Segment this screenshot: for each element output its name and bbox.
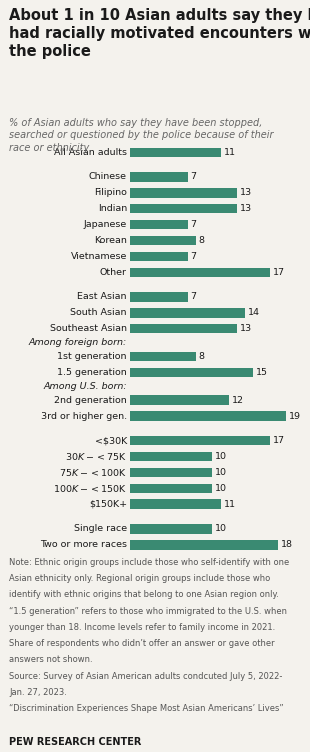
Text: 1st generation: 1st generation <box>57 352 127 361</box>
Text: 13: 13 <box>240 188 252 197</box>
Bar <box>130 411 286 421</box>
Text: “Discrimination Experiences Shape Most Asian Americans’ Lives”: “Discrimination Experiences Shape Most A… <box>9 704 284 713</box>
Text: % of Asian adults who say they have been stopped,
searched or questioned by the : % of Asian adults who say they have been… <box>9 118 274 153</box>
Bar <box>130 352 196 361</box>
Text: East Asian: East Asian <box>78 293 127 302</box>
Text: $150K+: $150K+ <box>89 500 127 509</box>
Bar <box>130 484 212 493</box>
Bar <box>130 147 221 157</box>
Text: 7: 7 <box>191 252 197 261</box>
Bar <box>130 368 254 378</box>
Text: Two or more races: Two or more races <box>40 540 127 549</box>
Text: Chinese: Chinese <box>89 172 127 181</box>
Text: Other: Other <box>100 268 127 277</box>
Bar <box>130 524 212 534</box>
Text: 13: 13 <box>240 205 252 214</box>
Text: 7: 7 <box>191 293 197 302</box>
Text: Asian ethnicity only. Regional origin groups include those who: Asian ethnicity only. Regional origin gr… <box>9 575 271 584</box>
Text: 12: 12 <box>232 396 244 405</box>
Text: About 1 in 10 Asian adults say they have
had racially motivated encounters with
: About 1 in 10 Asian adults say they have… <box>9 8 310 59</box>
Bar <box>130 292 188 302</box>
Bar <box>130 220 188 229</box>
Text: 18: 18 <box>281 540 293 549</box>
Text: 8: 8 <box>199 236 205 245</box>
Text: 3rd or higher gen.: 3rd or higher gen. <box>41 411 127 420</box>
Text: 10: 10 <box>215 452 227 461</box>
Bar <box>130 252 188 261</box>
Text: 19: 19 <box>289 411 301 420</box>
Bar <box>130 235 196 245</box>
Text: PEW RESEARCH CENTER: PEW RESEARCH CENTER <box>9 737 142 747</box>
Text: $100K-<$150K: $100K-<$150K <box>53 483 127 494</box>
Text: $30K-<$75K: $30K-<$75K <box>65 451 127 462</box>
Text: 15: 15 <box>256 368 268 377</box>
Text: 8: 8 <box>199 352 205 361</box>
Text: “1.5 generation” refers to those who immigrated to the U.S. when: “1.5 generation” refers to those who imm… <box>9 607 287 616</box>
Bar <box>130 436 270 445</box>
Bar <box>130 324 237 333</box>
Text: younger than 18. Income levels refer to family income in 2021.: younger than 18. Income levels refer to … <box>9 623 276 632</box>
Text: Among U.S. born:: Among U.S. born: <box>43 382 127 391</box>
Text: Single race: Single race <box>74 524 127 533</box>
Text: Jan. 27, 2023.: Jan. 27, 2023. <box>9 688 67 697</box>
Text: Indian: Indian <box>98 205 127 214</box>
Text: Filipino: Filipino <box>94 188 127 197</box>
Bar <box>130 188 237 198</box>
Bar <box>130 468 212 478</box>
Text: Korean: Korean <box>94 236 127 245</box>
Bar <box>130 499 221 509</box>
Bar <box>130 268 270 277</box>
Text: 10: 10 <box>215 524 227 533</box>
Text: Japanese: Japanese <box>84 220 127 229</box>
Text: 11: 11 <box>224 148 235 157</box>
Bar <box>130 540 278 550</box>
Text: Share of respondents who didn’t offer an answer or gave other: Share of respondents who didn’t offer an… <box>9 639 275 648</box>
Text: 7: 7 <box>191 172 197 181</box>
Text: answers not shown.: answers not shown. <box>9 656 93 665</box>
Text: 11: 11 <box>224 500 235 509</box>
Text: Vietnamese: Vietnamese <box>71 252 127 261</box>
Text: 17: 17 <box>273 268 285 277</box>
Bar <box>130 452 212 462</box>
Text: 13: 13 <box>240 324 252 333</box>
Text: identify with ethnic origins that belong to one Asian region only.: identify with ethnic origins that belong… <box>9 590 279 599</box>
Text: South Asian: South Asian <box>70 308 127 317</box>
Text: 2nd generation: 2nd generation <box>54 396 127 405</box>
Text: 10: 10 <box>215 468 227 477</box>
Text: All Asian adults: All Asian adults <box>54 148 127 157</box>
Text: 7: 7 <box>191 220 197 229</box>
Bar <box>130 172 188 182</box>
Text: 1.5 generation: 1.5 generation <box>57 368 127 377</box>
Text: 14: 14 <box>248 308 260 317</box>
Text: $75K-<$100K: $75K-<$100K <box>59 467 127 478</box>
Bar <box>130 308 245 317</box>
Text: Source: Survey of Asian American adults condcuted July 5, 2022-: Source: Survey of Asian American adults … <box>9 672 283 681</box>
Text: Southeast Asian: Southeast Asian <box>50 324 127 333</box>
Text: Among foreign born:: Among foreign born: <box>29 338 127 347</box>
Bar <box>130 204 237 214</box>
Bar <box>130 396 229 405</box>
Text: 17: 17 <box>273 436 285 445</box>
Text: 10: 10 <box>215 484 227 493</box>
Text: <$30K: <$30K <box>95 436 127 445</box>
Text: Note: Ethnic origin groups include those who self-identify with one: Note: Ethnic origin groups include those… <box>9 558 290 567</box>
